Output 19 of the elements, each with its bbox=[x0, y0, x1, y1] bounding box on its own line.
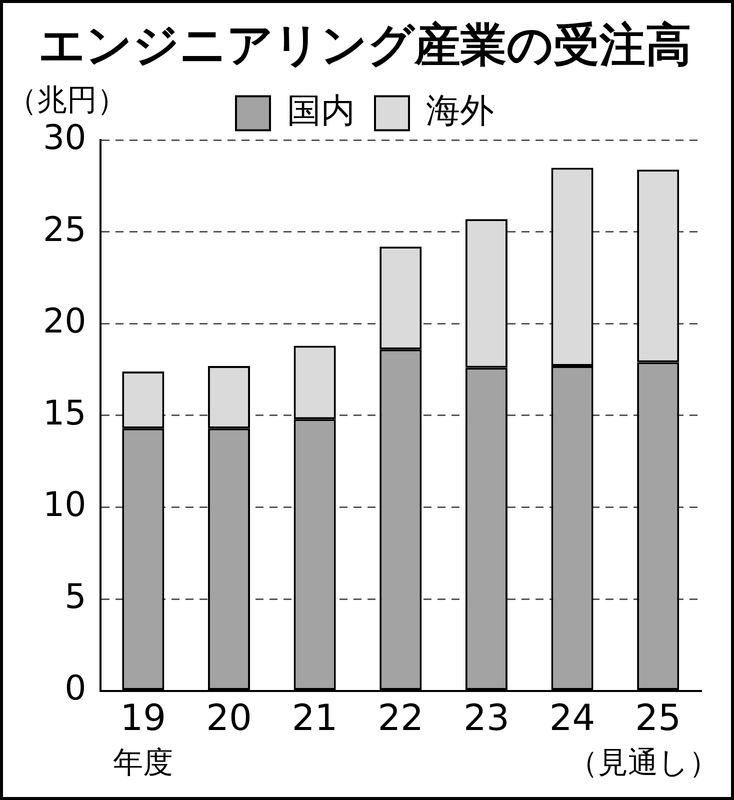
x-axis-title: 年度 bbox=[113, 746, 174, 781]
legend-label: 国内 bbox=[287, 91, 355, 132]
text: （見通し） bbox=[568, 746, 719, 781]
x-tick-label: 20 bbox=[206, 698, 252, 739]
y-tick-label: 15 bbox=[43, 393, 86, 434]
y-tick-label: 25 bbox=[43, 210, 86, 250]
x-tick-label: 22 bbox=[378, 698, 424, 739]
y-axis-title: （兆円） bbox=[7, 82, 127, 118]
x-tick-label: 25 bbox=[635, 698, 681, 739]
x-tick-label: 19 bbox=[120, 698, 166, 739]
x-tick-label: 23 bbox=[464, 698, 510, 739]
y-tick-label: 30 bbox=[43, 118, 86, 158]
x-tick-label: 21 bbox=[292, 698, 338, 739]
y-tick-label: 20 bbox=[43, 302, 86, 342]
chart-title: エンジニアリング産業の受注高 bbox=[38, 18, 692, 72]
y-tick-label: 10 bbox=[43, 485, 86, 526]
y-tick-label: 5 bbox=[64, 576, 86, 617]
y-tick-label: 0 bbox=[64, 668, 86, 709]
x-tick-label: 24 bbox=[549, 698, 596, 739]
